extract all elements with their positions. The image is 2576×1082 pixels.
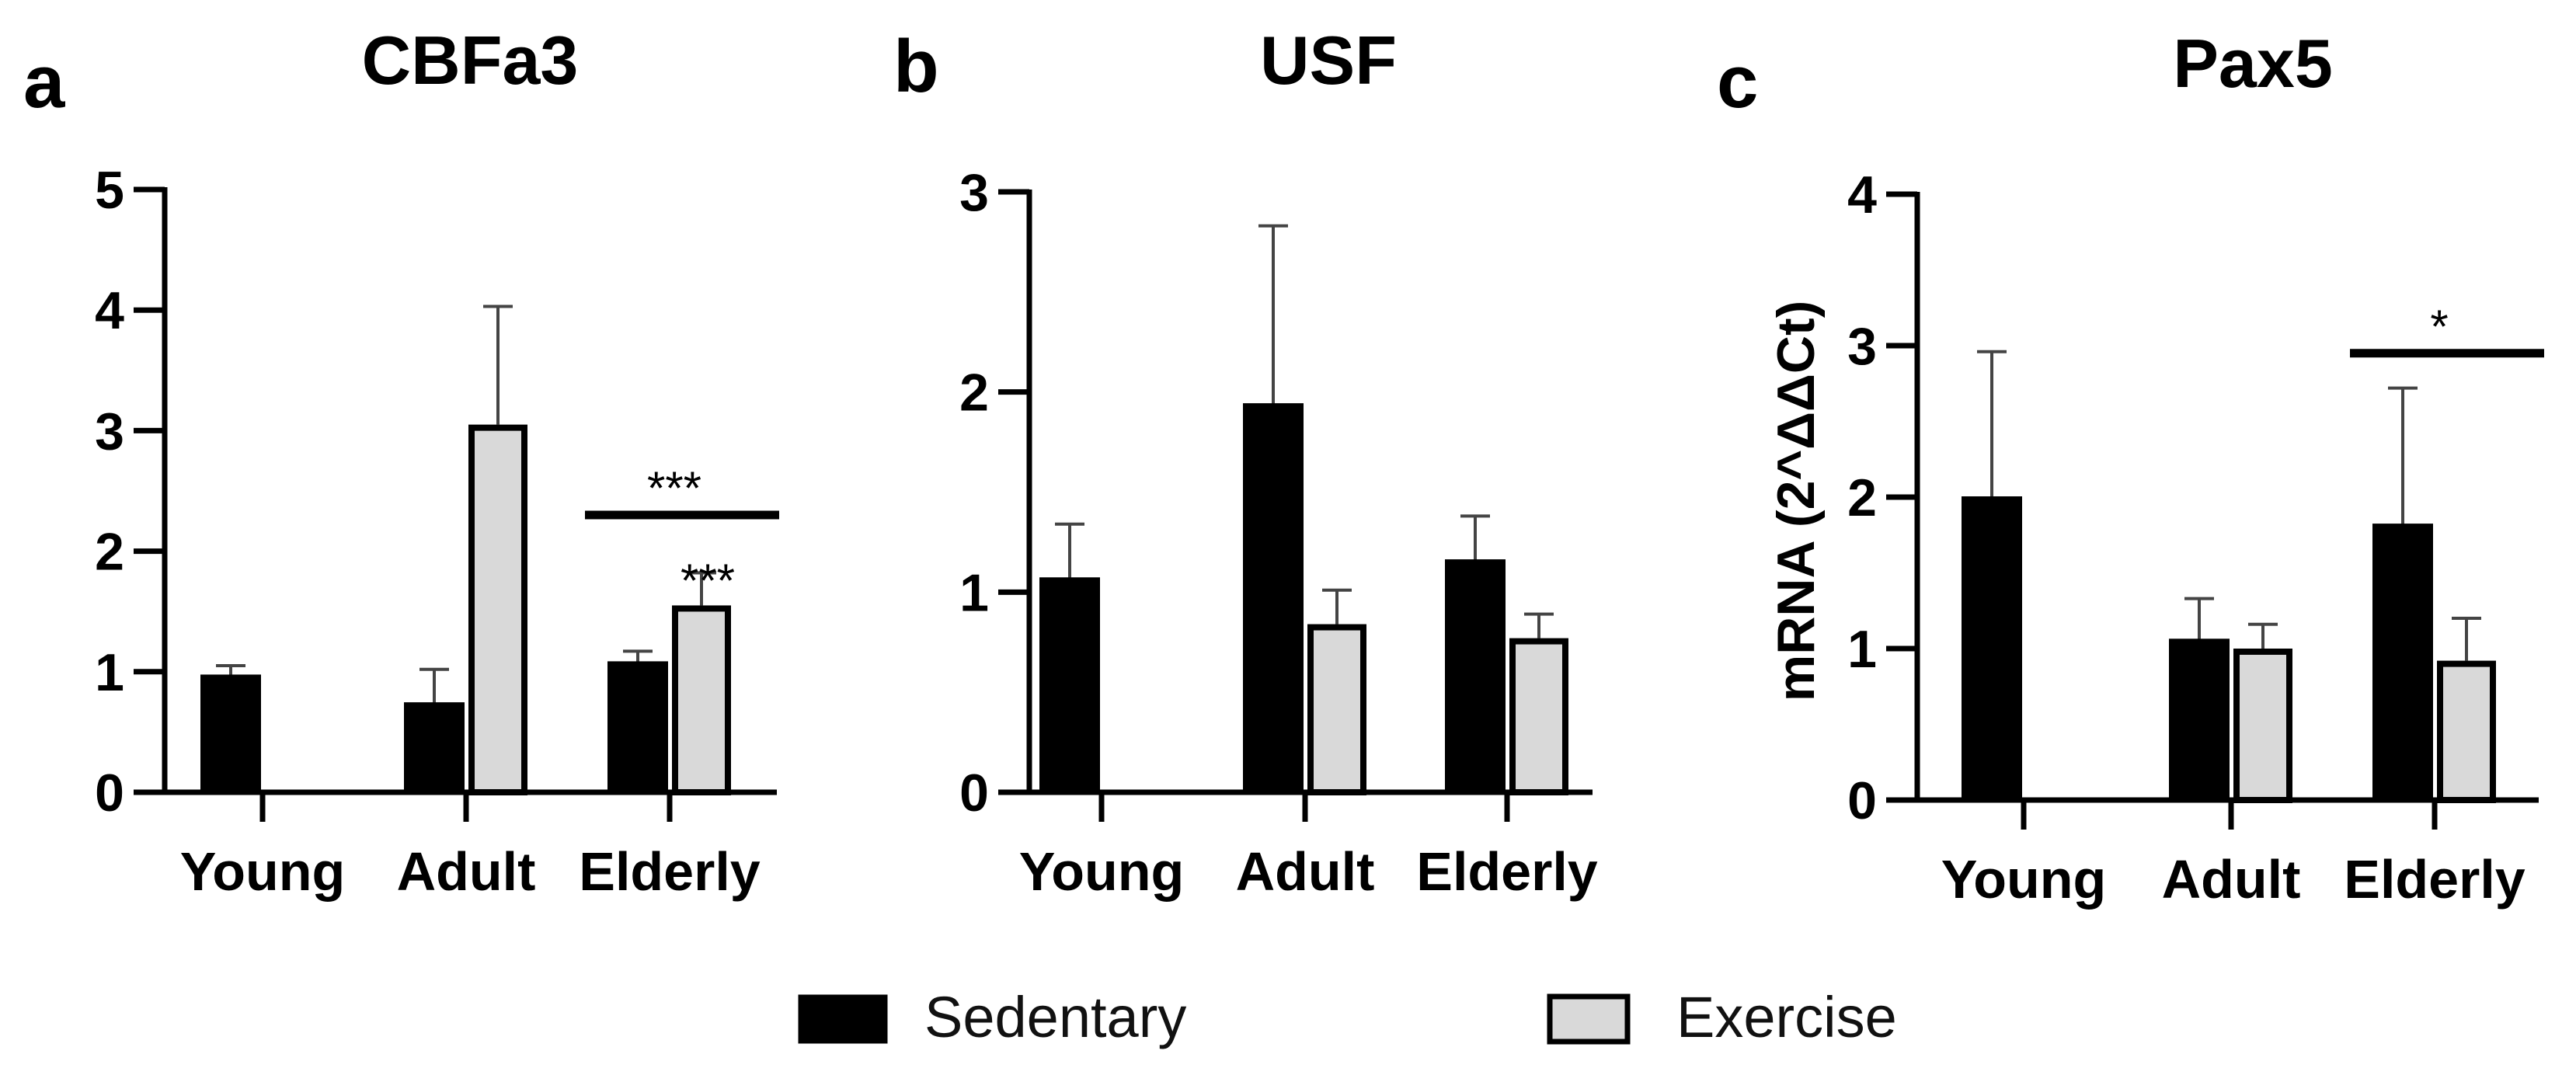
y-tick-label: 1: [1847, 620, 1877, 679]
x-tick-label: Adult: [1236, 841, 1375, 902]
bar-sedentary: [2372, 524, 2433, 801]
y-tick-label: 0: [1847, 771, 1877, 830]
y-tick-label: 1: [959, 563, 989, 622]
bar-exercise: [672, 605, 731, 795]
y-tick-label: 1: [95, 643, 124, 702]
bar-sedentary: [200, 674, 261, 793]
y-tick-label: 5: [95, 161, 124, 220]
legend-swatch-exercise: [1547, 993, 1631, 1045]
chart-panel-c: c Pax5 0 1 2 3 4 Young Adult Elderly * mRNA (2^ΔΔCt…: [1717, 25, 2544, 910]
bar-exercise: [2233, 649, 2292, 803]
y-tick-label: 3: [95, 402, 124, 461]
x-tick-label: Adult: [397, 841, 536, 902]
legend: Sedentary Exercise: [798, 985, 1897, 1049]
legend-label-exercise: Exercise: [1676, 985, 1897, 1049]
bar-exercise: [468, 424, 527, 795]
significance-label: *: [2430, 301, 2448, 353]
bar-exercise: [1509, 638, 1568, 796]
bar-exercise: [1307, 624, 1366, 795]
bar-sedentary: [1243, 403, 1304, 793]
y-tick-label: 0: [959, 764, 989, 823]
panel-letter: c: [1717, 40, 1758, 124]
chart-panel-b: b USF 0 1 2 3 Young Adult Elderly: [893, 22, 1598, 902]
bar-sedentary: [1039, 577, 1100, 794]
y-tick-label: 0: [95, 764, 124, 823]
x-tick-label: Elderly: [2344, 849, 2526, 910]
bar-sedentary: [2169, 638, 2230, 801]
significance-label: ***: [647, 462, 701, 514]
bar-sedentary: [1445, 559, 1506, 794]
chart-title: CBFa3: [362, 22, 579, 99]
y-tick-label: 2: [95, 523, 124, 582]
x-tick-label: Young: [1019, 841, 1185, 902]
x-tick-label: Young: [1941, 849, 2107, 910]
bar-sedentary: [1962, 496, 2022, 801]
y-tick-label: 3: [959, 163, 989, 222]
y-tick-label: 2: [1847, 468, 1877, 527]
bar-sedentary: [607, 661, 668, 793]
y-axis-label: mRNA (2^ΔΔCt): [1767, 301, 1826, 701]
x-tick-label: Elderly: [579, 841, 761, 902]
legend-label-sedentary: Sedentary: [924, 985, 1186, 1049]
legend-swatch-sedentary: [798, 994, 888, 1044]
chart-title: USF: [1260, 22, 1397, 99]
chart-panel-a: a CBFa3 0 1 2 3 4 5 Young Adult Elderly *** ***: [23, 22, 779, 902]
bar-exercise: [2437, 660, 2496, 803]
y-tick-label: 2: [959, 364, 989, 423]
y-tick-label: 4: [1847, 165, 1877, 224]
panel-letter: a: [23, 40, 65, 124]
panel-letter: b: [893, 25, 939, 108]
chart-title: Pax5: [2173, 25, 2333, 102]
x-tick-label: Young: [180, 841, 346, 902]
y-tick-label: 4: [95, 281, 124, 340]
y-tick-label: 3: [1847, 317, 1877, 376]
significance-label: ***: [681, 555, 735, 607]
x-tick-label: Elderly: [1416, 841, 1598, 902]
bar-sedentary: [404, 702, 465, 793]
x-tick-label: Adult: [2162, 849, 2301, 910]
